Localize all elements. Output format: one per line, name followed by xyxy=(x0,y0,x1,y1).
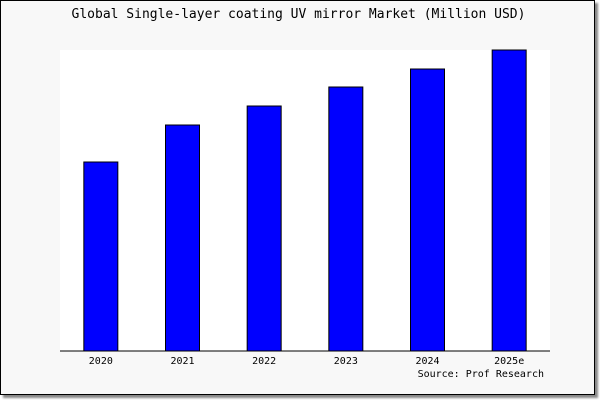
bar-2021 xyxy=(165,124,200,352)
bar-2022 xyxy=(246,105,282,352)
bar-2023 xyxy=(328,86,364,352)
x-tick-label: 2021 xyxy=(170,356,194,367)
bar-2020 xyxy=(83,161,119,352)
chart-title: Global Single-layer coating UV mirror Ma… xyxy=(71,7,526,22)
x-tick-label: 2023 xyxy=(334,356,358,367)
bar-2024 xyxy=(410,68,445,352)
bar-2025e xyxy=(491,49,527,352)
x-tick-label: 2024 xyxy=(415,356,439,367)
source-note: Source: Prof Research xyxy=(417,369,544,380)
plot-area xyxy=(60,50,550,351)
x-tick-label: 2025e xyxy=(494,356,524,367)
x-tick-label: 2022 xyxy=(252,356,276,367)
x-tick-label: 2020 xyxy=(89,356,113,367)
